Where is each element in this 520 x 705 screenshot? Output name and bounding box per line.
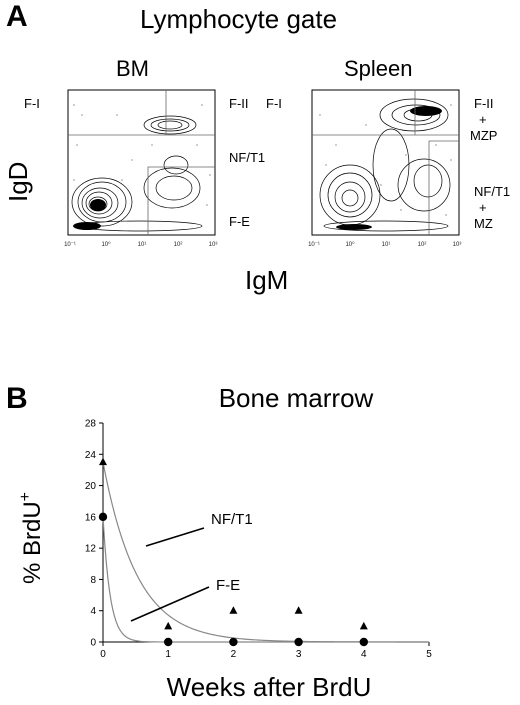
spleen-gate-mzp: MZP [470, 128, 498, 143]
spleen-gate-fi: F-I [266, 96, 282, 111]
bm-dense-core [73, 199, 106, 230]
panel-a-title: Lymphocyte gate [140, 4, 338, 34]
bm-plot-frame [67, 89, 216, 236]
x-tick-label: 0 [100, 649, 106, 660]
spleen-gate-nf-plus: + [479, 200, 487, 215]
spleen-contours [319, 98, 451, 232]
spleen-y-ticks: 10³ 10² 10¹ 10⁰ 10⁻¹ [306, 89, 307, 203]
bm-gate-fi: F-I [24, 96, 40, 111]
spleen-xtick-3: 10² [418, 242, 427, 248]
bm-gate-lines [68, 90, 215, 235]
y-tick-label: 0 [90, 638, 96, 649]
circle-point-4 [359, 637, 368, 647]
spleen-x-ticks: 10⁻¹ 10⁰ 10¹ 10² 10³ [308, 241, 461, 248]
panel-a-letter: A [6, 0, 28, 33]
bm-xtick-2: 10¹ [138, 242, 147, 248]
bm-flow-plot: 10³ 10² 10¹ 10⁰ 10⁻¹ 10⁻¹ 10⁰ 10¹ 10² 10… [62, 89, 217, 248]
bm-gate-fii: F-II [229, 96, 249, 111]
spleen-scatter-dots [319, 104, 452, 216]
spleen-gate-mz: MZ [474, 216, 493, 231]
triangle-point-3 [294, 606, 303, 614]
y-tick-label: 20 [85, 481, 97, 492]
x-tick-label: 1 [165, 649, 171, 660]
x-axis-label: Weeks after BrdU [167, 672, 372, 702]
triangle-point-4 [359, 621, 368, 630]
annotation-fe: F-E [216, 577, 240, 594]
y-tick-label: 28 [85, 419, 97, 430]
triangle-point-1 [164, 621, 173, 630]
y-tick-label: 16 [85, 512, 97, 523]
x-tick-label: 3 [296, 649, 302, 660]
triangle-point-2 [229, 606, 238, 614]
triangle-point-0 [99, 457, 107, 466]
spleen-xtick-2: 10¹ [382, 242, 391, 248]
bm-xtick-3: 10² [174, 242, 183, 248]
annotation-nft1-line [145, 527, 205, 547]
circle-point-1 [164, 637, 173, 647]
spleen-flow-plot: 10³ 10² 10¹ 10⁰ 10⁻¹ 10⁻¹ 10⁰ 10¹ 10² 10… [306, 89, 461, 248]
y-tick-label: 4 [90, 606, 96, 617]
bm-plot-title: BM [116, 56, 149, 81]
chart-title: Bone marrow [219, 383, 374, 413]
spleen-gate-fii: F-II [474, 96, 494, 111]
fit-curve-f-e [102, 516, 429, 643]
spleen-gate-lines [312, 90, 459, 235]
annotation-fe-line [130, 586, 210, 622]
panel-b-letter: B [6, 382, 28, 415]
x-tick-label: 5 [426, 649, 432, 660]
spleen-xtick-4: 10³ [453, 242, 462, 248]
circle-point-2 [229, 637, 238, 647]
spleen-ytick-3: 10⁰ [306, 196, 307, 203]
bm-xtick-1: 10⁰ [101, 241, 111, 248]
spleen-gate-fii-plus: + [479, 112, 487, 127]
bm-scatter-dots [73, 104, 211, 206]
y-axis-label-sup: + [17, 492, 34, 501]
svg-text:% BrdU+: % BrdU+ [17, 492, 46, 584]
circle-point-3 [294, 637, 303, 647]
bm-x-ticks: 10⁻¹ 10⁰ 10¹ 10² 10³ [64, 241, 217, 248]
bm-xtick-0: 10⁻¹ [64, 242, 76, 248]
igm-axis-label: IgM [245, 265, 289, 295]
bm-ytick-3: 10⁰ [62, 196, 63, 203]
annotation-nft1: NF/T1 [211, 511, 253, 528]
spleen-xtick-1: 10⁰ [345, 241, 355, 248]
bm-xtick-4: 10³ [209, 242, 218, 248]
bm-y-ticks: 10³ 10² 10¹ 10⁰ 10⁻¹ [62, 89, 63, 203]
bm-gate-nft1: NF/T1 [229, 150, 266, 165]
y-axis-label-text: % BrdU [19, 501, 46, 584]
spleen-dense-core [336, 106, 442, 230]
y-tick-label: 24 [85, 450, 97, 461]
chart-annotations: NF/T1 F-E [130, 511, 253, 622]
x-tick-label: 4 [361, 649, 367, 660]
y-tick-label: 12 [85, 544, 97, 555]
spleen-gate-nft1: NF/T1 [474, 184, 511, 199]
brdu-chart: Bone marrow % BrdU+ Weeks after BrdU 0 4 8… [17, 383, 432, 702]
fit-curve-nf-t1 [102, 461, 429, 643]
circle-point-0 [98, 512, 108, 522]
chart-curves [102, 461, 429, 643]
y-axis-label: % BrdU+ [17, 492, 46, 584]
x-tick-label: 2 [231, 649, 237, 660]
chart-points [98, 457, 368, 647]
y-tick-label: 8 [90, 575, 96, 586]
bm-gate-fe: F-E [229, 214, 250, 229]
spleen-xtick-0: 10⁻¹ [308, 242, 320, 248]
spleen-plot-title: Spleen [344, 56, 413, 81]
